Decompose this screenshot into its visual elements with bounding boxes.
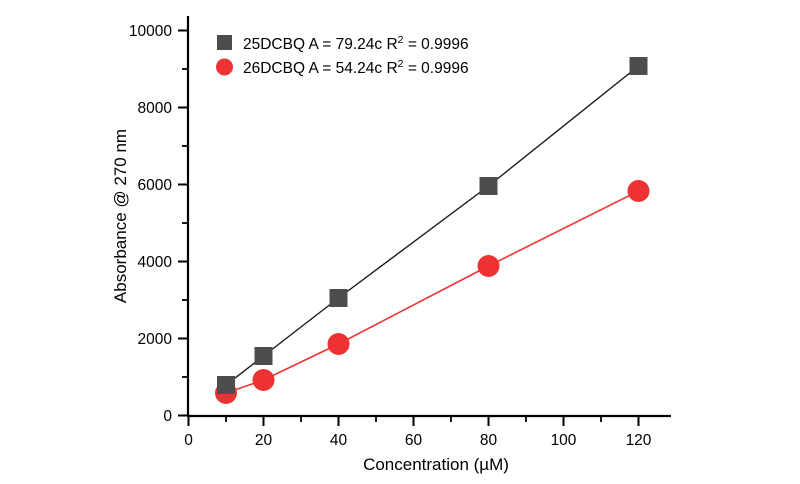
y-tick-label-6000: 6000 — [138, 177, 173, 194]
x-tick-label-120: 120 — [626, 432, 652, 449]
x-tick-label-20: 20 — [255, 432, 273, 449]
legend-label-26dcbq: 26DCBQ A = 54.24c R2 = 0.9996 — [243, 58, 469, 77]
y-tick-label-2000: 2000 — [138, 331, 173, 348]
legend-label-25dcbq-sup: 2 — [398, 34, 404, 46]
axis-lines — [186, 16, 671, 418]
legend-marker-square-icon — [217, 35, 232, 50]
legend-label-25dcbq-tail: = 0.9996 — [404, 36, 469, 53]
data-point-25dcbq-10 — [217, 376, 235, 394]
data-point-25dcbq-20 — [254, 347, 273, 365]
series-line-26dcbq — [225, 190, 639, 394]
x-tick-label-40: 40 — [330, 432, 348, 449]
y-axis-ticks — [178, 29, 188, 417]
legend-label-25dcbq-main: 25DCBQ A = 79.24c R — [243, 36, 398, 53]
data-point-26dcbq-80 — [477, 255, 500, 277]
x-axis-ticks — [187, 416, 640, 426]
y-axis-title: Absorbance @ 270 nm — [111, 129, 130, 303]
x-tick-label-100: 100 — [551, 432, 577, 449]
data-point-26dcbq-40 — [327, 333, 350, 355]
legend-marker-circle-icon — [216, 58, 233, 76]
legend: 25DCBQ A = 79.24c R2 = 0.9996 26DCBQ A =… — [216, 34, 469, 77]
data-point-26dcbq-20 — [252, 369, 275, 391]
data-point-25dcbq-40 — [329, 289, 348, 307]
y-tick-label-4000: 4000 — [138, 254, 173, 271]
series-markers-25dcbq — [217, 57, 648, 394]
data-point-25dcbq-80 — [479, 177, 498, 195]
y-axis-tick-labels: 0 2000 4000 6000 8000 10000 — [129, 23, 172, 425]
x-tick-label-60: 60 — [405, 432, 423, 449]
x-tick-label-80: 80 — [480, 432, 498, 449]
legend-label-26dcbq-tail: = 0.9996 — [404, 60, 469, 77]
legend-label-26dcbq-main: 26DCBQ A = 54.24c R — [243, 60, 398, 77]
y-tick-label-8000: 8000 — [138, 100, 173, 117]
x-tick-label-0: 0 — [184, 432, 193, 449]
x-axis-title: Concentration (µM) — [363, 455, 509, 474]
series-line-25dcbq — [225, 65, 639, 386]
data-point-26dcbq-120 — [627, 180, 650, 202]
legend-label-26dcbq-sup: 2 — [398, 58, 404, 70]
x-axis-tick-labels: 0 20 40 60 80 100 120 — [184, 432, 652, 449]
data-point-25dcbq-120 — [629, 57, 648, 75]
y-tick-label-0: 0 — [163, 408, 172, 425]
series-markers-26dcbq — [215, 180, 650, 404]
y-tick-label-10000: 10000 — [129, 23, 172, 40]
legend-label-25dcbq: 25DCBQ A = 79.24c R2 = 0.9996 — [243, 34, 469, 53]
